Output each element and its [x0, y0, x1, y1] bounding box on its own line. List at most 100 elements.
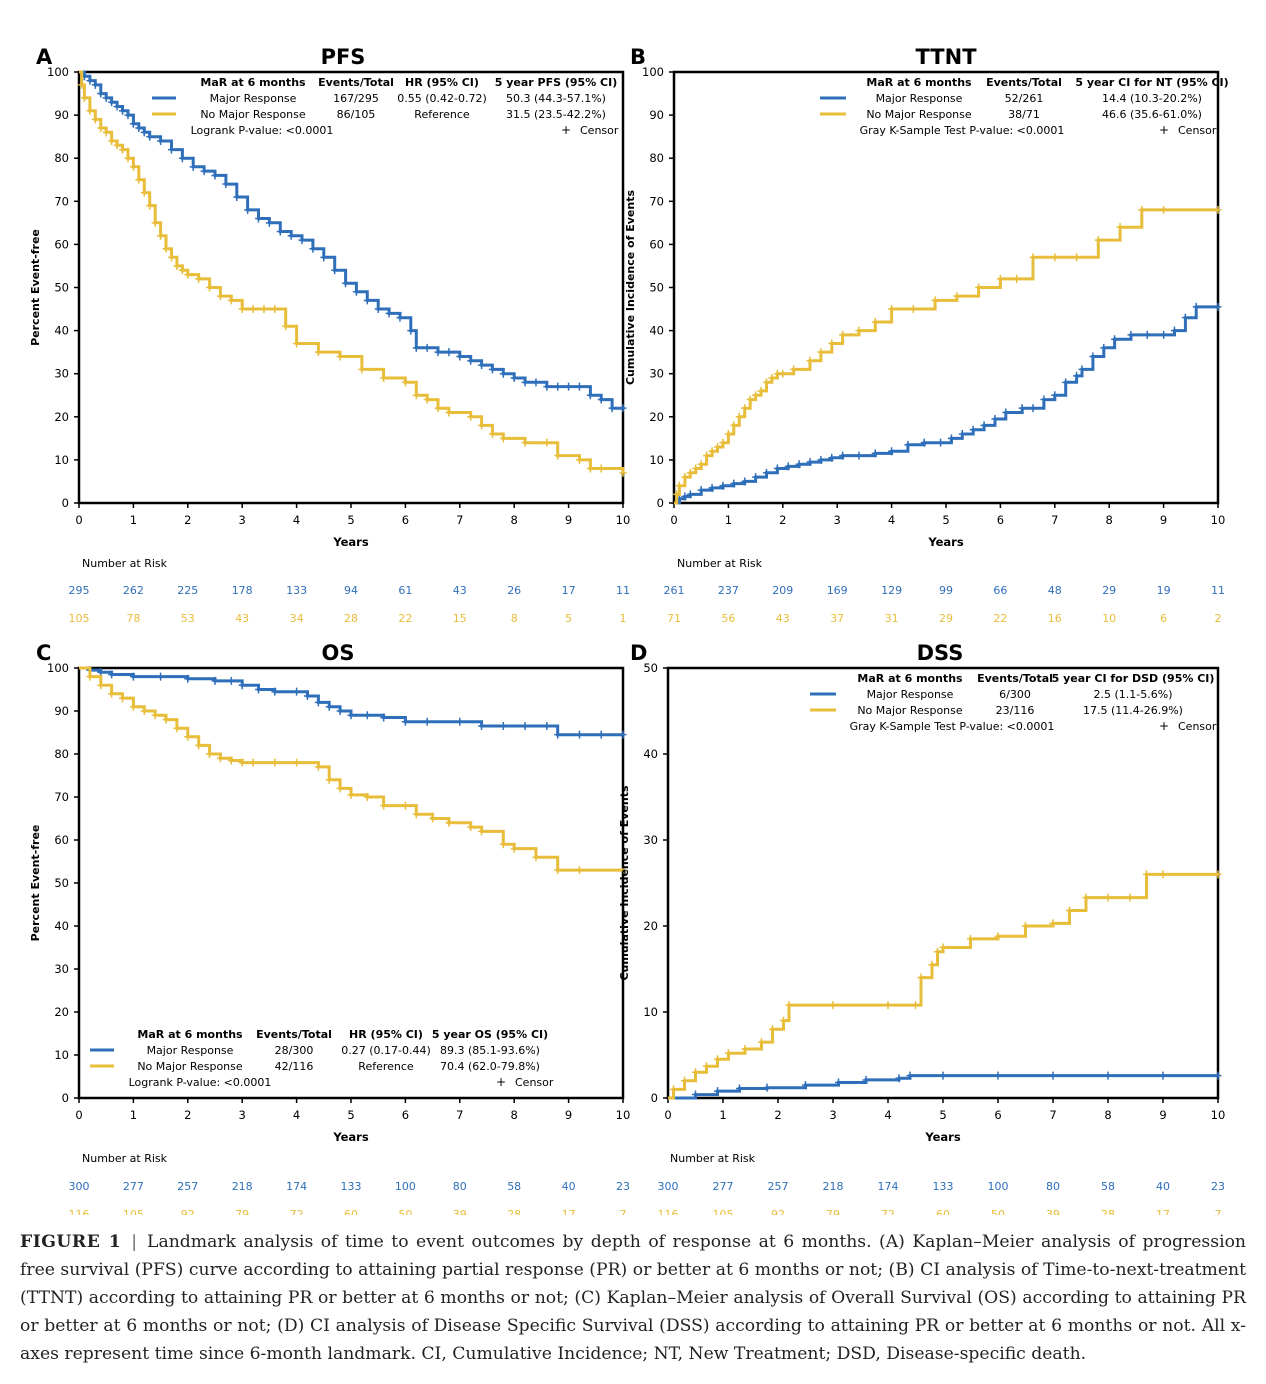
- y-tick-label: 60: [54, 833, 69, 847]
- x-tick-label: 2: [184, 1108, 191, 1122]
- y-tick-label: 40: [643, 747, 658, 761]
- censor-mark-major: [352, 287, 360, 296]
- risk-count-nomajor: 71: [667, 612, 681, 625]
- censor-mark-nomajor: [934, 947, 941, 956]
- censor-mark-nomajor: [358, 365, 366, 374]
- y-tick-label: 30: [643, 833, 658, 847]
- censor-mark-major: [499, 722, 507, 731]
- censor-mark-major: [298, 236, 306, 245]
- censor-mark-nomajor: [135, 175, 143, 184]
- y-tick-label: 20: [54, 410, 69, 424]
- censor-mark-nomajor: [757, 386, 765, 395]
- censor-mark-nomajor: [806, 356, 814, 365]
- x-tick-label: 0: [75, 1108, 82, 1122]
- legend-cell: 86/105: [337, 108, 376, 121]
- censor-mark-nomajor: [249, 758, 257, 767]
- risk-count-major: 19: [1157, 584, 1171, 597]
- censor-mark-nomajor: [129, 162, 137, 171]
- censor-mark-major: [146, 132, 154, 141]
- censor-mark-nomajor: [108, 136, 116, 145]
- censor-mark-major: [1160, 330, 1168, 339]
- y-tick-label: 10: [54, 1048, 69, 1062]
- risk-count-nomajor: 10: [1102, 612, 1116, 625]
- censor-mark-major: [129, 672, 137, 681]
- censor-mark-nomajor: [238, 758, 246, 767]
- censor-mark-nomajor: [249, 305, 257, 314]
- legend-cell: No Major Response: [137, 1060, 243, 1073]
- legend-cell: 52/261: [1005, 92, 1044, 105]
- censor-mark-nomajor: [314, 762, 322, 771]
- risk-count-major: 29: [1102, 584, 1116, 597]
- y-tick-label: 30: [54, 367, 69, 381]
- censor-mark-nomajor: [184, 732, 192, 741]
- censor-mark-nomajor: [97, 124, 105, 133]
- censor-mark-nomajor: [1138, 205, 1146, 214]
- censor-mark-nomajor: [752, 391, 760, 400]
- censor-mark-major: [773, 464, 781, 473]
- censor-mark-major: [303, 691, 311, 700]
- censor-mark-nomajor: [692, 1068, 699, 1077]
- x-tick-label: 5: [939, 1108, 946, 1122]
- figure-caption: FIGURE 1 | Landmark analysis of time to ev…: [20, 1228, 1246, 1368]
- panel-title: TTNT: [915, 45, 977, 69]
- x-tick-label: 7: [1049, 1108, 1056, 1122]
- x-tick-label: 6: [402, 513, 409, 527]
- risk-count-nomajor: 56: [721, 612, 735, 625]
- censor-mark-major: [806, 458, 814, 467]
- censor-mark-nomajor: [1013, 274, 1021, 283]
- y-tick-label: 60: [54, 237, 69, 251]
- risk-count-major: 100: [988, 1180, 1009, 1193]
- censor-mark-major: [1214, 302, 1222, 311]
- censor-mark-nomajor: [780, 1016, 787, 1025]
- risk-count-major: 133: [341, 1180, 362, 1193]
- censor-mark-major: [401, 717, 409, 726]
- censor-mark-major: [211, 676, 219, 685]
- x-tick-label: 0: [670, 513, 677, 527]
- censor-mark-nomajor: [206, 283, 214, 292]
- censor-mark-major: [994, 1071, 1002, 1080]
- censor-mark-major: [1040, 395, 1048, 404]
- censor-mark-nomajor: [478, 827, 486, 836]
- censor-mark-nomajor: [195, 741, 203, 750]
- legend-cell: 70.4 (62.0-79.8%): [440, 1060, 540, 1073]
- censor-mark-nomajor: [912, 1001, 919, 1010]
- censor-mark-nomajor: [686, 468, 694, 477]
- censor-mark-major: [244, 205, 252, 214]
- y-tick-label: 20: [649, 410, 664, 424]
- censor-mark-major: [543, 722, 551, 731]
- risk-count-major: 277: [123, 1180, 144, 1193]
- censor-mark-nomajor: [195, 274, 203, 283]
- censor-mark-nomajor: [227, 296, 235, 305]
- risk-count-nomajor: 7: [620, 1208, 627, 1215]
- x-tick-label: 5: [347, 1108, 354, 1122]
- risk-count-nomajor: 105: [713, 1208, 734, 1215]
- risk-count-major: 58: [507, 1180, 521, 1193]
- x-tick-label: 5: [347, 513, 354, 527]
- censor-mark-nomajor: [828, 339, 836, 348]
- censor-mark-major: [108, 670, 116, 679]
- censor-mark-major: [619, 404, 627, 413]
- risk-count-major: 23: [616, 1180, 630, 1193]
- censor-mark-major: [839, 451, 847, 460]
- risk-count-major: 11: [1211, 584, 1225, 597]
- censor-mark-nomajor: [499, 840, 507, 849]
- x-tick-label: 6: [994, 1108, 1001, 1122]
- y-tick-label: 90: [54, 704, 69, 718]
- censor-mark-major: [969, 425, 977, 434]
- censor-mark-major: [135, 124, 143, 133]
- caption-text: Landmark analysis of time to event outco…: [20, 1232, 1246, 1364]
- censor-mark-nomajor: [1082, 893, 1090, 902]
- caption-label: FIGURE 1: [20, 1232, 122, 1252]
- y-tick-label: 70: [54, 194, 69, 208]
- censor-mark-major: [445, 348, 453, 357]
- risk-count-nomajor: 116: [658, 1208, 679, 1215]
- x-tick-label: 1: [130, 1108, 137, 1122]
- censor-mark-major: [736, 1084, 743, 1093]
- censor-mark-nomajor: [817, 348, 825, 357]
- censor-mark-major: [374, 305, 382, 314]
- legend-cell: 28/300: [275, 1044, 314, 1057]
- censor-mark-major: [347, 711, 355, 720]
- censor-mark-major: [113, 102, 121, 111]
